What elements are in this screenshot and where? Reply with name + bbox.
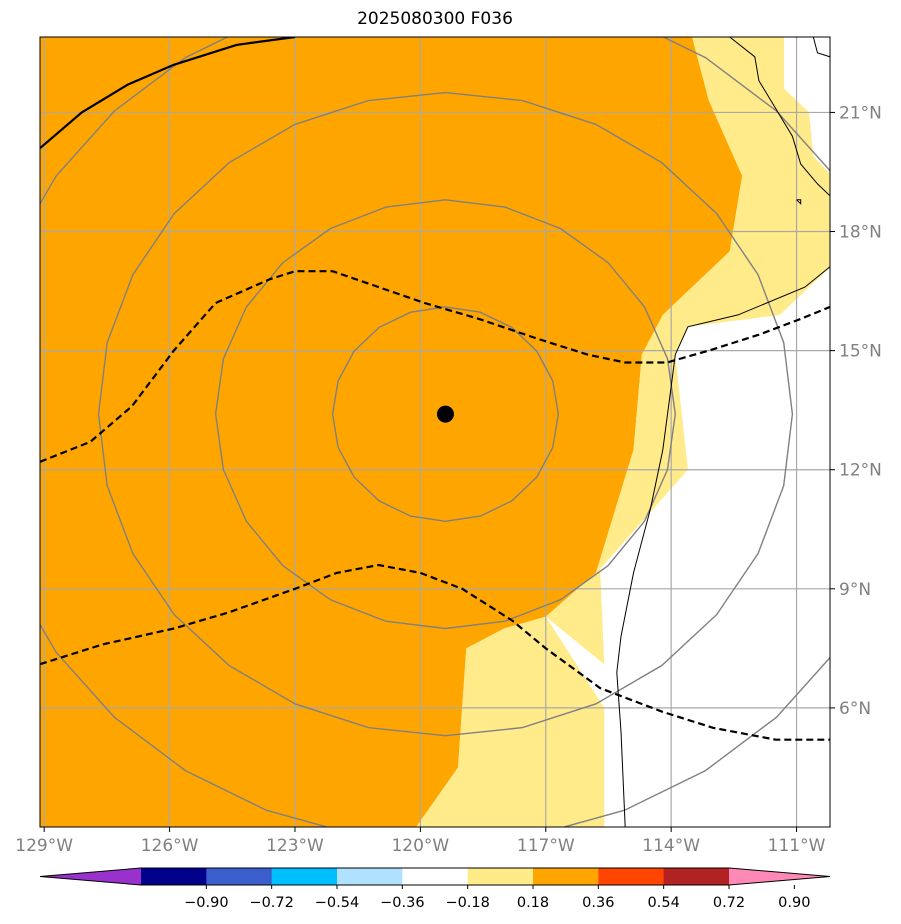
x-tick-label-3: 120°W bbox=[391, 836, 449, 856]
colorbar-segment-8 bbox=[663, 868, 730, 885]
coastline-1 bbox=[812, 37, 830, 58]
axis-ticks: 129°W 126°W 123°W 120°W 117°W 114°W 111°W 6°N 9°… bbox=[15, 103, 882, 856]
y-tick-label-0: 6°N bbox=[839, 699, 871, 719]
storm-center-marker bbox=[436, 405, 454, 423]
colorbar-label-8: 0.72 bbox=[713, 895, 745, 911]
colorbar-segment-3 bbox=[337, 868, 403, 885]
plot-frame bbox=[39, 36, 831, 828]
filled-contours bbox=[40, 37, 830, 827]
dashed-contour-0 bbox=[40, 270, 830, 463]
range-ring-3 bbox=[40, 37, 830, 827]
coastline-0 bbox=[616, 37, 830, 827]
x-tick-label-2: 123°W bbox=[266, 836, 324, 856]
colorbar-label-6: 0.36 bbox=[582, 895, 614, 911]
y-tick-label-1: 9°N bbox=[839, 580, 871, 600]
y-tick-label-5: 21°N bbox=[839, 103, 882, 123]
coastlines bbox=[616, 37, 830, 827]
colorbar-label-3: −0.36 bbox=[380, 895, 424, 911]
x-tick-label-0: 129°W bbox=[15, 836, 73, 856]
colorbar-segment-4 bbox=[402, 868, 469, 885]
y-tick-label-4: 18°N bbox=[839, 223, 882, 243]
solid-contour-0 bbox=[40, 37, 296, 150]
colorbar-extend-high bbox=[729, 868, 830, 885]
dashed-contour-1 bbox=[40, 563, 830, 741]
y-tick-label-2: 12°N bbox=[839, 461, 882, 481]
colorbar-segment-2 bbox=[271, 868, 338, 885]
x-tick-label-4: 117°W bbox=[517, 836, 575, 856]
x-tick-label-5: 114°W bbox=[642, 836, 700, 856]
x-tick-label-1: 126°W bbox=[141, 836, 199, 856]
colorbar-segment-1 bbox=[206, 868, 273, 885]
colorbar-segment-0 bbox=[141, 868, 207, 885]
colorbar-segment-5 bbox=[467, 868, 534, 885]
fill-region-1 bbox=[416, 37, 830, 827]
x-tick-label-6: 111°W bbox=[768, 836, 826, 856]
colorbar-label-2: −0.54 bbox=[315, 895, 359, 911]
y-tick-label-3: 15°N bbox=[839, 342, 882, 362]
colorbar-label-4: −0.18 bbox=[445, 895, 489, 911]
range-ring-1 bbox=[214, 199, 677, 630]
colorbar-label-7: 0.54 bbox=[648, 895, 680, 911]
range-ring-0 bbox=[331, 306, 560, 523]
contour-lines bbox=[40, 37, 830, 741]
colorbar-extend-low bbox=[40, 868, 141, 885]
colorbar-label-1: −0.72 bbox=[249, 895, 293, 911]
colorbar-segment-7 bbox=[598, 868, 665, 885]
center-marker-group bbox=[436, 405, 454, 423]
colorbar-label-9: 0.90 bbox=[778, 895, 810, 911]
colorbar-label-5: 0.18 bbox=[517, 895, 549, 911]
colorbar-label-0: −0.90 bbox=[184, 895, 228, 911]
colorbar-outline bbox=[39, 867, 831, 886]
colorbar: −0.90 −0.72 −0.54 −0.36 −0.18 0.18 0.36 0.54 0.7… bbox=[39, 867, 831, 911]
chart-title: 2025080300 F036 bbox=[357, 9, 513, 29]
colorbar-segment-6 bbox=[533, 868, 599, 885]
fill-region-0 bbox=[40, 37, 743, 827]
coastline-2 bbox=[796, 199, 802, 205]
